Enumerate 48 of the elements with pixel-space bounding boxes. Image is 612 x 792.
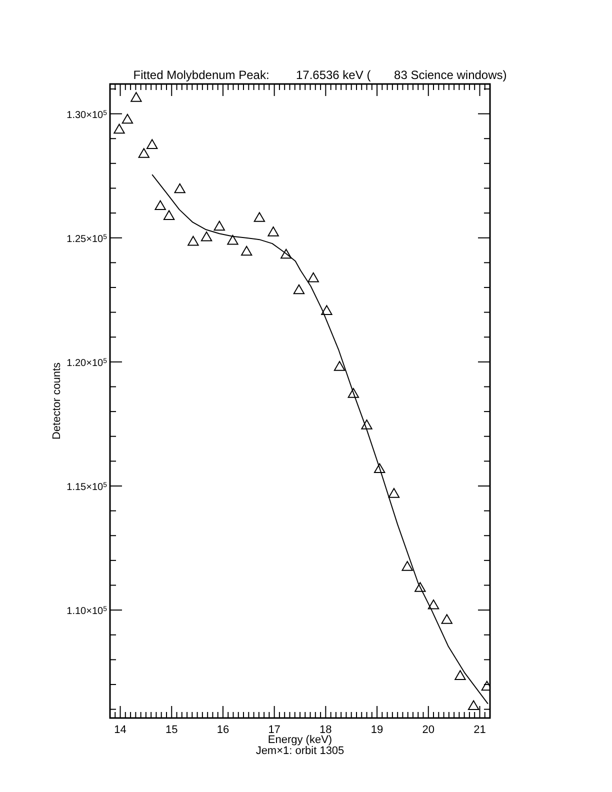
point <box>374 463 386 474</box>
point <box>130 92 142 102</box>
y-tick-label: 1.25×10$^{5}$ <box>66 233 108 245</box>
point <box>293 284 305 294</box>
point <box>114 124 125 134</box>
point <box>122 114 134 124</box>
point <box>441 614 452 624</box>
x-tick-label: 21 <box>474 724 486 736</box>
y-tick-label: 1.30×10$^{5}$ <box>66 109 108 121</box>
point <box>214 220 225 231</box>
point <box>454 670 466 680</box>
point <box>146 139 158 149</box>
point <box>402 560 413 571</box>
x-tick-label: 16 <box>216 724 230 736</box>
text: Jem×1: orbit 1305 <box>256 745 344 757</box>
point <box>200 231 212 242</box>
point <box>227 234 238 245</box>
point <box>414 582 426 592</box>
x-tick-label: 17 <box>268 724 280 736</box>
point <box>468 700 480 710</box>
point <box>268 226 279 236</box>
x-tick-label: 19 <box>370 724 384 736</box>
y-axis-title: Detector counts <box>51 362 63 440</box>
point <box>254 212 266 222</box>
point <box>361 420 372 430</box>
line-series <box>152 174 488 704</box>
point <box>174 183 186 194</box>
point <box>348 388 359 398</box>
x-tick-label: 20 <box>422 724 435 736</box>
chart-title: Fitted Molybdenum Peak: 17.6536 keV ( 83 Science windows) <box>133 68 507 82</box>
y-tick-label: 1.20×10$^{5}$ <box>66 357 108 369</box>
x-axis-title: Energy (keV) <box>268 734 332 746</box>
y-tick-label: 1.10×10$^{5}$ <box>66 606 108 618</box>
point <box>388 488 400 498</box>
point <box>334 360 346 371</box>
point <box>428 599 440 610</box>
point <box>188 236 199 246</box>
point <box>138 148 150 158</box>
point <box>154 200 166 210</box>
point <box>241 246 252 256</box>
y-tick-label: 1.15×10$^{5}$ <box>66 481 108 493</box>
point <box>321 305 332 315</box>
x-tick-label: 15 <box>165 724 178 736</box>
point <box>308 272 319 282</box>
x-tick-label: 14 <box>114 724 126 736</box>
x-tick-label: 18 <box>320 724 332 736</box>
point <box>163 210 175 220</box>
point <box>280 248 292 259</box>
